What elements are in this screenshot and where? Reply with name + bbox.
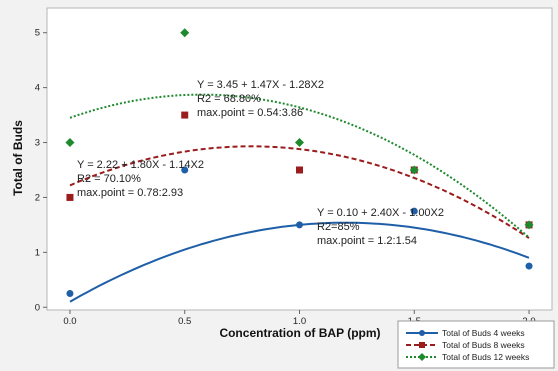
y-tick-label: 4 <box>35 83 40 94</box>
x-tick-label: 1.0 <box>293 316 306 327</box>
equation-annotation-line: R2=85% <box>317 221 360 233</box>
plot-area <box>46 7 553 311</box>
x-tick-label: 0.0 <box>63 316 76 327</box>
data-point-diamond <box>409 165 419 175</box>
data-point-diamond <box>524 220 534 230</box>
data-point-circle <box>296 221 303 229</box>
y-tick-label: 3 <box>35 138 40 149</box>
data-point-square <box>66 193 74 201</box>
y-axis-title: Total of Buds <box>11 120 25 196</box>
data-point-square <box>181 111 189 119</box>
legend-label: Total of Buds 12 weeks <box>442 352 529 362</box>
data-point-circle <box>66 290 74 298</box>
x-tick-label: 0.5 <box>178 316 191 327</box>
equation-annotation-line: max.point = 0.78:2.93 <box>77 187 183 199</box>
data-point-circle <box>525 262 533 270</box>
equation-annotation-line: R2 = 68.80% <box>197 93 261 105</box>
data-point-circle <box>419 330 425 336</box>
equation-annotation-line: max.point = 1.2:1.54 <box>317 235 417 247</box>
y-tick-label: 1 <box>35 247 40 258</box>
legend: Total of Buds 4 weeks Total of Buds 8 wee… <box>397 320 555 369</box>
equation-annotation-line: max.point = 0.54:3.86 <box>197 107 303 119</box>
data-point-diamond <box>65 138 75 148</box>
legend-label: Total of Buds 4 weeks <box>442 328 525 338</box>
data-points <box>65 28 534 298</box>
legend-label: Total of Buds 8 weeks <box>442 340 525 350</box>
fit-curve <box>69 93 530 239</box>
y-tick-label: 5 <box>35 28 40 39</box>
data-point-circle <box>410 207 418 215</box>
fit-curve <box>69 145 530 239</box>
equation-annotation-line: R2 = 70.10% <box>77 173 141 185</box>
data-point-circle <box>181 166 189 174</box>
y-tick-label: 2 <box>35 192 40 203</box>
legend-entries: Total of Buds 4 weeks Total of Buds 8 wee… <box>406 328 529 362</box>
x-axis-title: Concentration of BAP (ppm) <box>219 326 380 340</box>
equation-annotation-line: Y = 2.22 + 1.80X - 1.14X2 <box>77 159 204 171</box>
equation-annotation-line: Y = 3.45 + 1.47X - 1.28X2 <box>197 79 324 91</box>
data-point-diamond <box>418 353 426 361</box>
data-point-square <box>296 166 303 174</box>
equation-annotation-line: Y = 0.10 + 2.40X - 1.00X2 <box>317 207 444 219</box>
y-tick-label: 0 <box>35 302 40 313</box>
data-point-square <box>419 342 425 348</box>
data-point-diamond <box>180 28 190 38</box>
data-point-diamond <box>295 138 304 148</box>
equation-annotations: Y = 0.10 + 2.40X - 1.00X2 R2=85% max.point… <box>77 79 444 247</box>
